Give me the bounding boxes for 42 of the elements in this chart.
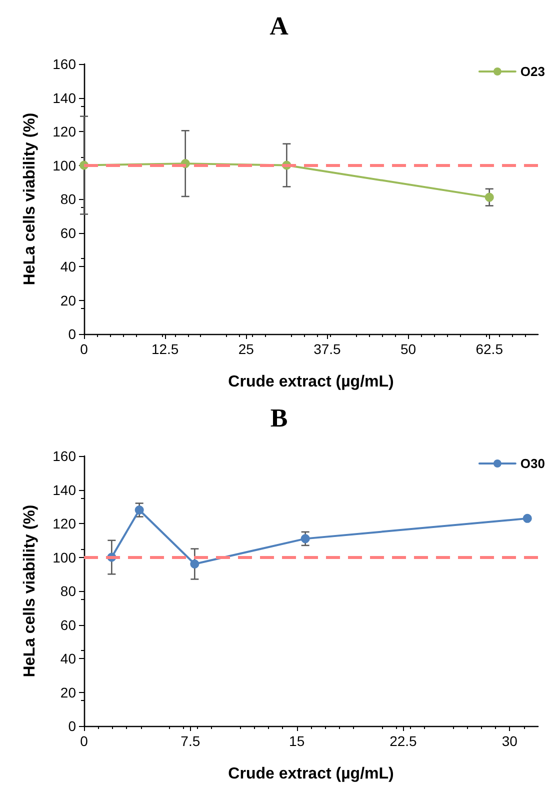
y-tick-label: 60	[60, 224, 76, 241]
x-tick-label: 12.5	[151, 341, 179, 357]
point	[300, 534, 310, 544]
point	[522, 514, 532, 523]
y-tick-label: 40	[60, 650, 76, 666]
y-axis-title: HeLa cells viability (%)	[22, 504, 38, 678]
y-tick-label: 40	[60, 258, 76, 274]
x-tick-label: 25	[238, 341, 254, 357]
x-axis-title: Crude extract (µg/mL)	[228, 374, 394, 390]
point	[484, 192, 494, 202]
y-tick-label: 60	[60, 616, 76, 633]
x-tick-label: 0	[80, 341, 88, 357]
chart-title: A	[270, 12, 289, 40]
x-tick-label: 30	[502, 733, 518, 749]
y-tick-label: 80	[60, 191, 76, 207]
point	[190, 560, 200, 568]
x-tick-label: 50	[400, 341, 416, 357]
y-tick-label: 80	[60, 583, 76, 599]
y-tick-label: 0	[68, 326, 76, 342]
y-tick-label: 0	[68, 718, 76, 734]
y-tick-label: 160	[52, 56, 76, 72]
point	[134, 506, 144, 514]
y-tick-label: 100	[52, 157, 76, 174]
x-tick-label: 62.5	[476, 341, 504, 357]
legend-label: O23	[520, 64, 546, 79]
legend-label: O30	[520, 456, 546, 471]
chart-title: B	[270, 404, 288, 432]
y-tick-label: 120	[52, 124, 76, 140]
y-tick-label: 20	[60, 684, 76, 700]
x-tick-label: 7.5	[180, 733, 200, 749]
y-tick-label: 20	[60, 292, 76, 308]
y-tick-label: 140	[52, 482, 76, 498]
y-tick-label: 140	[52, 90, 76, 106]
x-tick-label: 0	[80, 733, 88, 749]
x-tick-label: 15	[289, 733, 305, 749]
x-tick-label: 37.5	[314, 341, 342, 357]
y-tick-label: 160	[52, 448, 76, 464]
y-axis-title: HeLa cells viability (%)	[22, 112, 38, 286]
y-tick-label: 120	[52, 516, 76, 532]
x-tick-label: 22.5	[390, 733, 418, 749]
x-axis-title: Crude extract (µg/mL)	[228, 766, 394, 782]
y-tick-label: 100	[52, 549, 76, 566]
